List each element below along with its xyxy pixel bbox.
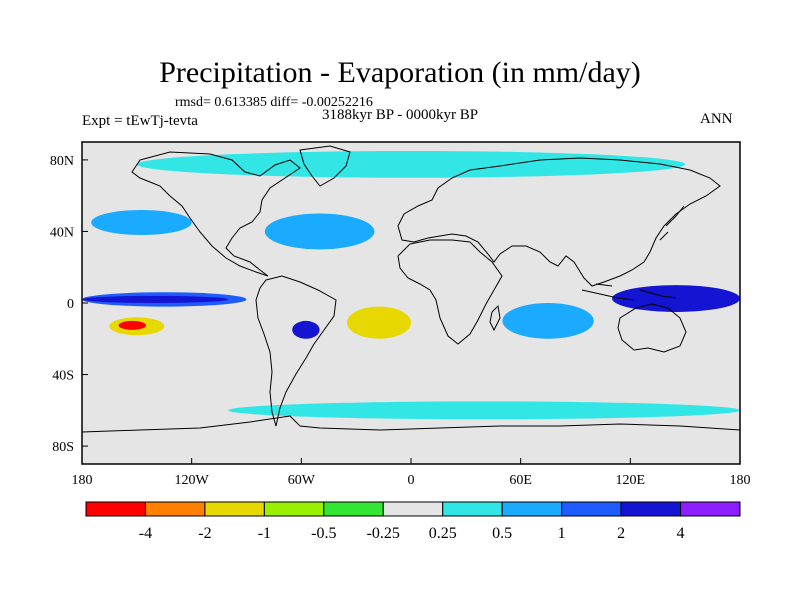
colorbar-box-5: [382, 501, 444, 517]
y-tick-label-3: 40S: [52, 369, 74, 384]
pe-region-1: [91, 209, 192, 236]
axis-ticks: 180 120W 60W 0 60E 120E 180 80N 40N 0 40S 80S: [50, 154, 751, 488]
colorbar-box-4: [323, 501, 384, 517]
coastline-africa: [397, 239, 503, 345]
colorbar-label-1: -2: [198, 525, 211, 542]
x-tick-label-5: 120E: [616, 473, 646, 488]
pe-region-7: [347, 306, 411, 339]
y-tick-label-2: 0: [67, 297, 74, 312]
pe-region-4: [82, 295, 229, 303]
colorbar: -4 -2 -1 -0.5 -0.25 0.25 0.5 1 2 4: [85, 501, 741, 542]
pe-region-10: [502, 303, 594, 339]
x-tick-label-4: 60E: [509, 473, 532, 488]
pe-region-11: [228, 401, 740, 420]
colorbar-label-0: -4: [139, 525, 152, 542]
x-tick-label-1: 120W: [175, 473, 210, 488]
colorbar-box-6: [442, 501, 503, 517]
colorbar-box-1: [144, 501, 206, 517]
coastline-madagascar: [489, 304, 501, 332]
coastline-antarctica: [82, 415, 740, 433]
coastline-japan: [659, 205, 685, 241]
pe-region-2: [264, 213, 375, 250]
y-tick-label-0: 80N: [50, 154, 74, 169]
colorbar-label-7: 1: [558, 525, 566, 542]
y-tick-label-1: 40N: [50, 225, 74, 240]
colorbar-label-2: -1: [258, 525, 271, 542]
colorbar-label-4: -0.25: [367, 525, 400, 542]
stats-line: rmsd= 0.613385 diff= -0.00252216: [175, 95, 373, 110]
coastline-australia: [617, 303, 687, 353]
coastline-greenland: [299, 145, 351, 187]
coastline-maritime-continent: [581, 283, 677, 301]
coastline-south-america: [255, 275, 337, 427]
pe-region-9: [612, 285, 740, 312]
season-label: ANN: [700, 111, 733, 127]
period-label: 3188kyr BP - 0000kyr BP: [322, 107, 479, 123]
colorbar-box-10: [680, 501, 741, 517]
colorbar-box-0: [85, 501, 146, 517]
x-tick-label-0: 180: [72, 473, 93, 488]
pe-region-0: [136, 150, 686, 178]
colorbar-box-7: [501, 501, 563, 517]
colorbar-label-5: 0.25: [429, 525, 457, 542]
coastlines: [82, 145, 740, 433]
x-tick-label-6: 180: [730, 473, 751, 488]
coastline-north-america: [131, 151, 301, 277]
colorbar-label-3: -0.5: [311, 525, 336, 542]
x-tick-label-3: 0: [408, 473, 415, 488]
coastline-eurasia: [397, 157, 721, 287]
colorbar-box-8: [561, 501, 622, 517]
colorbar-label-8: 2: [617, 525, 625, 542]
chart-title: Precipitation - Evaporation (in mm/day): [159, 56, 641, 89]
y-tick-label-4: 80S: [52, 440, 74, 455]
x-tick-label-2: 60W: [288, 473, 316, 488]
pe-field-layer: [82, 150, 740, 420]
pe-region-8: [292, 320, 320, 339]
experiment-label: Expt = tEwTj-tevta: [82, 113, 198, 129]
colorbar-label-6: 0.5: [492, 525, 512, 542]
colorbar-box-3: [263, 501, 325, 517]
colorbar-box-9: [620, 501, 682, 517]
pe-region-6: [118, 320, 146, 330]
colorbar-label-9: 4: [677, 525, 685, 542]
map-plot-area: [81, 141, 741, 465]
colorbar-box-2: [204, 501, 265, 517]
